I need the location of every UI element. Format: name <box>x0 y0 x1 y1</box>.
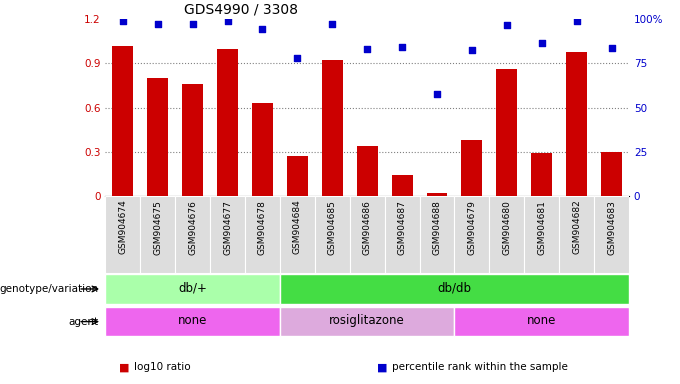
Text: agent: agent <box>69 316 99 327</box>
Point <box>571 18 582 24</box>
Text: db/+: db/+ <box>178 282 207 295</box>
Text: none: none <box>527 314 556 328</box>
Bar <box>454 196 490 273</box>
Text: GSM904675: GSM904675 <box>153 200 163 255</box>
Text: GDS4990 / 3308: GDS4990 / 3308 <box>184 3 298 17</box>
Point <box>327 21 338 27</box>
Bar <box>175 196 210 273</box>
Point <box>396 43 407 50</box>
Point <box>292 55 303 61</box>
Text: GSM904679: GSM904679 <box>467 200 477 255</box>
Bar <box>496 69 517 196</box>
Text: genotype/variation: genotype/variation <box>0 284 99 294</box>
Bar <box>252 103 273 196</box>
Bar <box>490 196 524 273</box>
Point <box>118 18 129 24</box>
Bar <box>315 196 350 273</box>
Bar <box>531 153 552 196</box>
Text: GSM904677: GSM904677 <box>223 200 232 255</box>
Bar <box>112 46 133 196</box>
Bar <box>385 196 420 273</box>
Text: db/db: db/db <box>437 282 471 295</box>
Bar <box>245 196 280 273</box>
Text: GSM904681: GSM904681 <box>537 200 546 255</box>
Point <box>606 45 617 51</box>
Text: GSM904674: GSM904674 <box>118 200 127 255</box>
Bar <box>140 196 175 273</box>
Bar <box>559 196 594 273</box>
Bar <box>280 196 315 273</box>
Point <box>537 40 547 46</box>
Bar <box>280 274 629 304</box>
Text: rosiglitazone: rosiglitazone <box>329 314 405 328</box>
Bar <box>287 156 308 196</box>
Point <box>257 26 268 32</box>
Bar <box>392 175 413 196</box>
Text: none: none <box>178 314 207 328</box>
Bar <box>357 146 377 196</box>
Bar <box>601 152 622 196</box>
Text: percentile rank within the sample: percentile rank within the sample <box>392 362 568 372</box>
Text: GSM904683: GSM904683 <box>607 200 616 255</box>
Bar <box>105 196 140 273</box>
Text: GSM904688: GSM904688 <box>432 200 441 255</box>
Text: GSM904682: GSM904682 <box>572 200 581 255</box>
Bar <box>420 196 454 273</box>
Text: GSM904686: GSM904686 <box>362 200 372 255</box>
Text: log10 ratio: log10 ratio <box>134 362 190 372</box>
Point <box>152 21 163 27</box>
Bar <box>280 307 454 336</box>
Bar <box>210 196 245 273</box>
Point <box>501 22 512 28</box>
Bar <box>105 307 280 336</box>
Bar <box>462 140 482 196</box>
Text: GSM904676: GSM904676 <box>188 200 197 255</box>
Bar <box>566 51 587 196</box>
Point <box>222 18 233 24</box>
Bar <box>105 274 280 304</box>
Bar <box>148 78 168 196</box>
Text: ■: ■ <box>119 362 129 372</box>
Point <box>187 21 198 27</box>
Bar <box>350 196 385 273</box>
Point <box>432 91 443 98</box>
Bar <box>182 84 203 196</box>
Bar <box>524 196 559 273</box>
Text: GSM904678: GSM904678 <box>258 200 267 255</box>
Text: ■: ■ <box>377 362 388 372</box>
Text: GSM904684: GSM904684 <box>293 200 302 255</box>
Text: GSM904685: GSM904685 <box>328 200 337 255</box>
Bar <box>454 307 629 336</box>
Point <box>466 47 477 53</box>
Bar <box>594 196 629 273</box>
Bar <box>426 193 447 196</box>
Bar <box>322 60 343 196</box>
Text: GSM904680: GSM904680 <box>503 200 511 255</box>
Bar <box>217 49 238 196</box>
Text: GSM904687: GSM904687 <box>398 200 407 255</box>
Point <box>362 46 373 52</box>
